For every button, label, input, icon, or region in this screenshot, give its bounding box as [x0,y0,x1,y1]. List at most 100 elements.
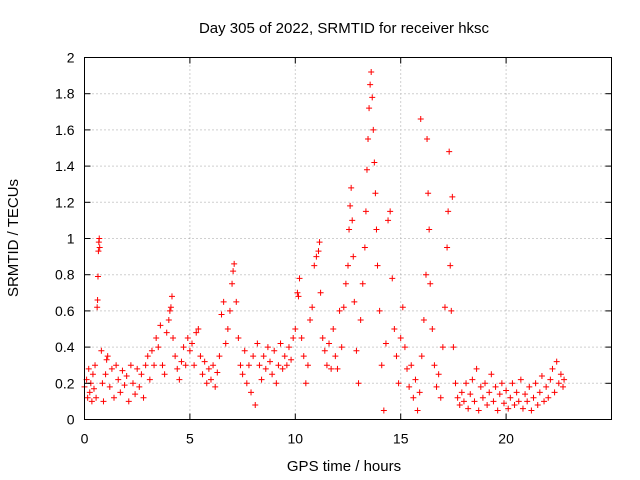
data-point [99,380,106,387]
data-point [317,289,324,296]
data-point [513,389,520,396]
data-point [387,208,394,215]
data-point [526,383,533,390]
data-point [452,380,459,387]
data-point [85,365,92,372]
data-point [108,365,115,372]
data-point [252,402,259,409]
data-point [349,217,356,224]
data-point [342,280,349,287]
grid-lines [84,57,612,420]
data-point [560,383,567,390]
data-point [302,380,309,387]
data-point [450,344,457,351]
data-point [401,344,408,351]
data-point [332,353,339,360]
data-point [283,362,290,369]
data-point [277,340,284,347]
data-point [543,383,550,390]
data-point [426,226,433,233]
data-point [395,380,402,387]
data-point [96,244,103,251]
data-point [406,383,413,390]
data-point [298,335,305,342]
data-point [231,260,238,267]
data-point [165,316,172,323]
data-point [172,353,179,360]
data-point [418,353,425,360]
data-point [184,335,191,342]
data-point [417,116,424,123]
data-point [561,376,568,383]
data-point [233,298,240,305]
data-point [138,371,145,378]
data-point [235,335,242,342]
data-point [84,394,91,401]
data-point [391,326,398,332]
data-point [348,184,355,191]
y-axis-title: SRMTID / TECUs [5,179,22,297]
x-tick-label: 15 [393,431,409,447]
data-point [134,365,141,372]
data-point [294,289,301,296]
data-point [264,344,271,351]
data-point [163,329,170,336]
data-point [245,362,252,369]
data-point [507,394,514,401]
data-point [389,275,396,282]
data-point [456,402,463,409]
data-point [195,326,202,332]
data-point [363,166,370,173]
data-point [319,335,326,342]
data-point [458,389,465,396]
data-point [448,307,455,314]
data-point [374,262,381,269]
data-point [445,208,452,215]
data-point [340,304,347,311]
data-point [362,208,369,215]
data-point [159,362,166,369]
data-point [321,347,328,354]
data-point [515,398,522,405]
data-point [224,326,231,332]
data-point [262,365,269,372]
data-point [269,371,276,378]
data-point [532,380,539,387]
data-point [553,358,560,365]
data-point [93,394,100,401]
data-point [376,307,383,314]
y-tick-label: 1 [67,231,75,247]
data-point [433,383,440,390]
data-point [95,248,102,255]
data-point [538,373,545,380]
data-point [115,376,122,383]
data-point [467,391,474,398]
data-point [117,389,124,396]
data-point [121,382,128,389]
data-point [473,365,480,372]
data-point [486,389,493,396]
data-point [509,380,516,387]
data-point [479,394,486,401]
data-point [355,380,362,387]
data-point [258,376,265,383]
data-point [557,371,564,378]
data-point [494,407,501,414]
data-point [345,262,351,269]
data-point [229,280,236,287]
data-point [346,226,353,233]
data-point [103,356,110,363]
data-point [98,347,105,354]
data-point [534,402,541,409]
data-point [429,326,436,332]
data-point [365,135,372,142]
data-point [148,347,155,354]
data-point [309,304,316,311]
data-point [369,94,376,101]
x-tick-label: 5 [186,431,194,447]
data-point [378,362,385,369]
data-point [471,398,478,405]
data-point [157,322,164,329]
data-point [410,394,417,401]
